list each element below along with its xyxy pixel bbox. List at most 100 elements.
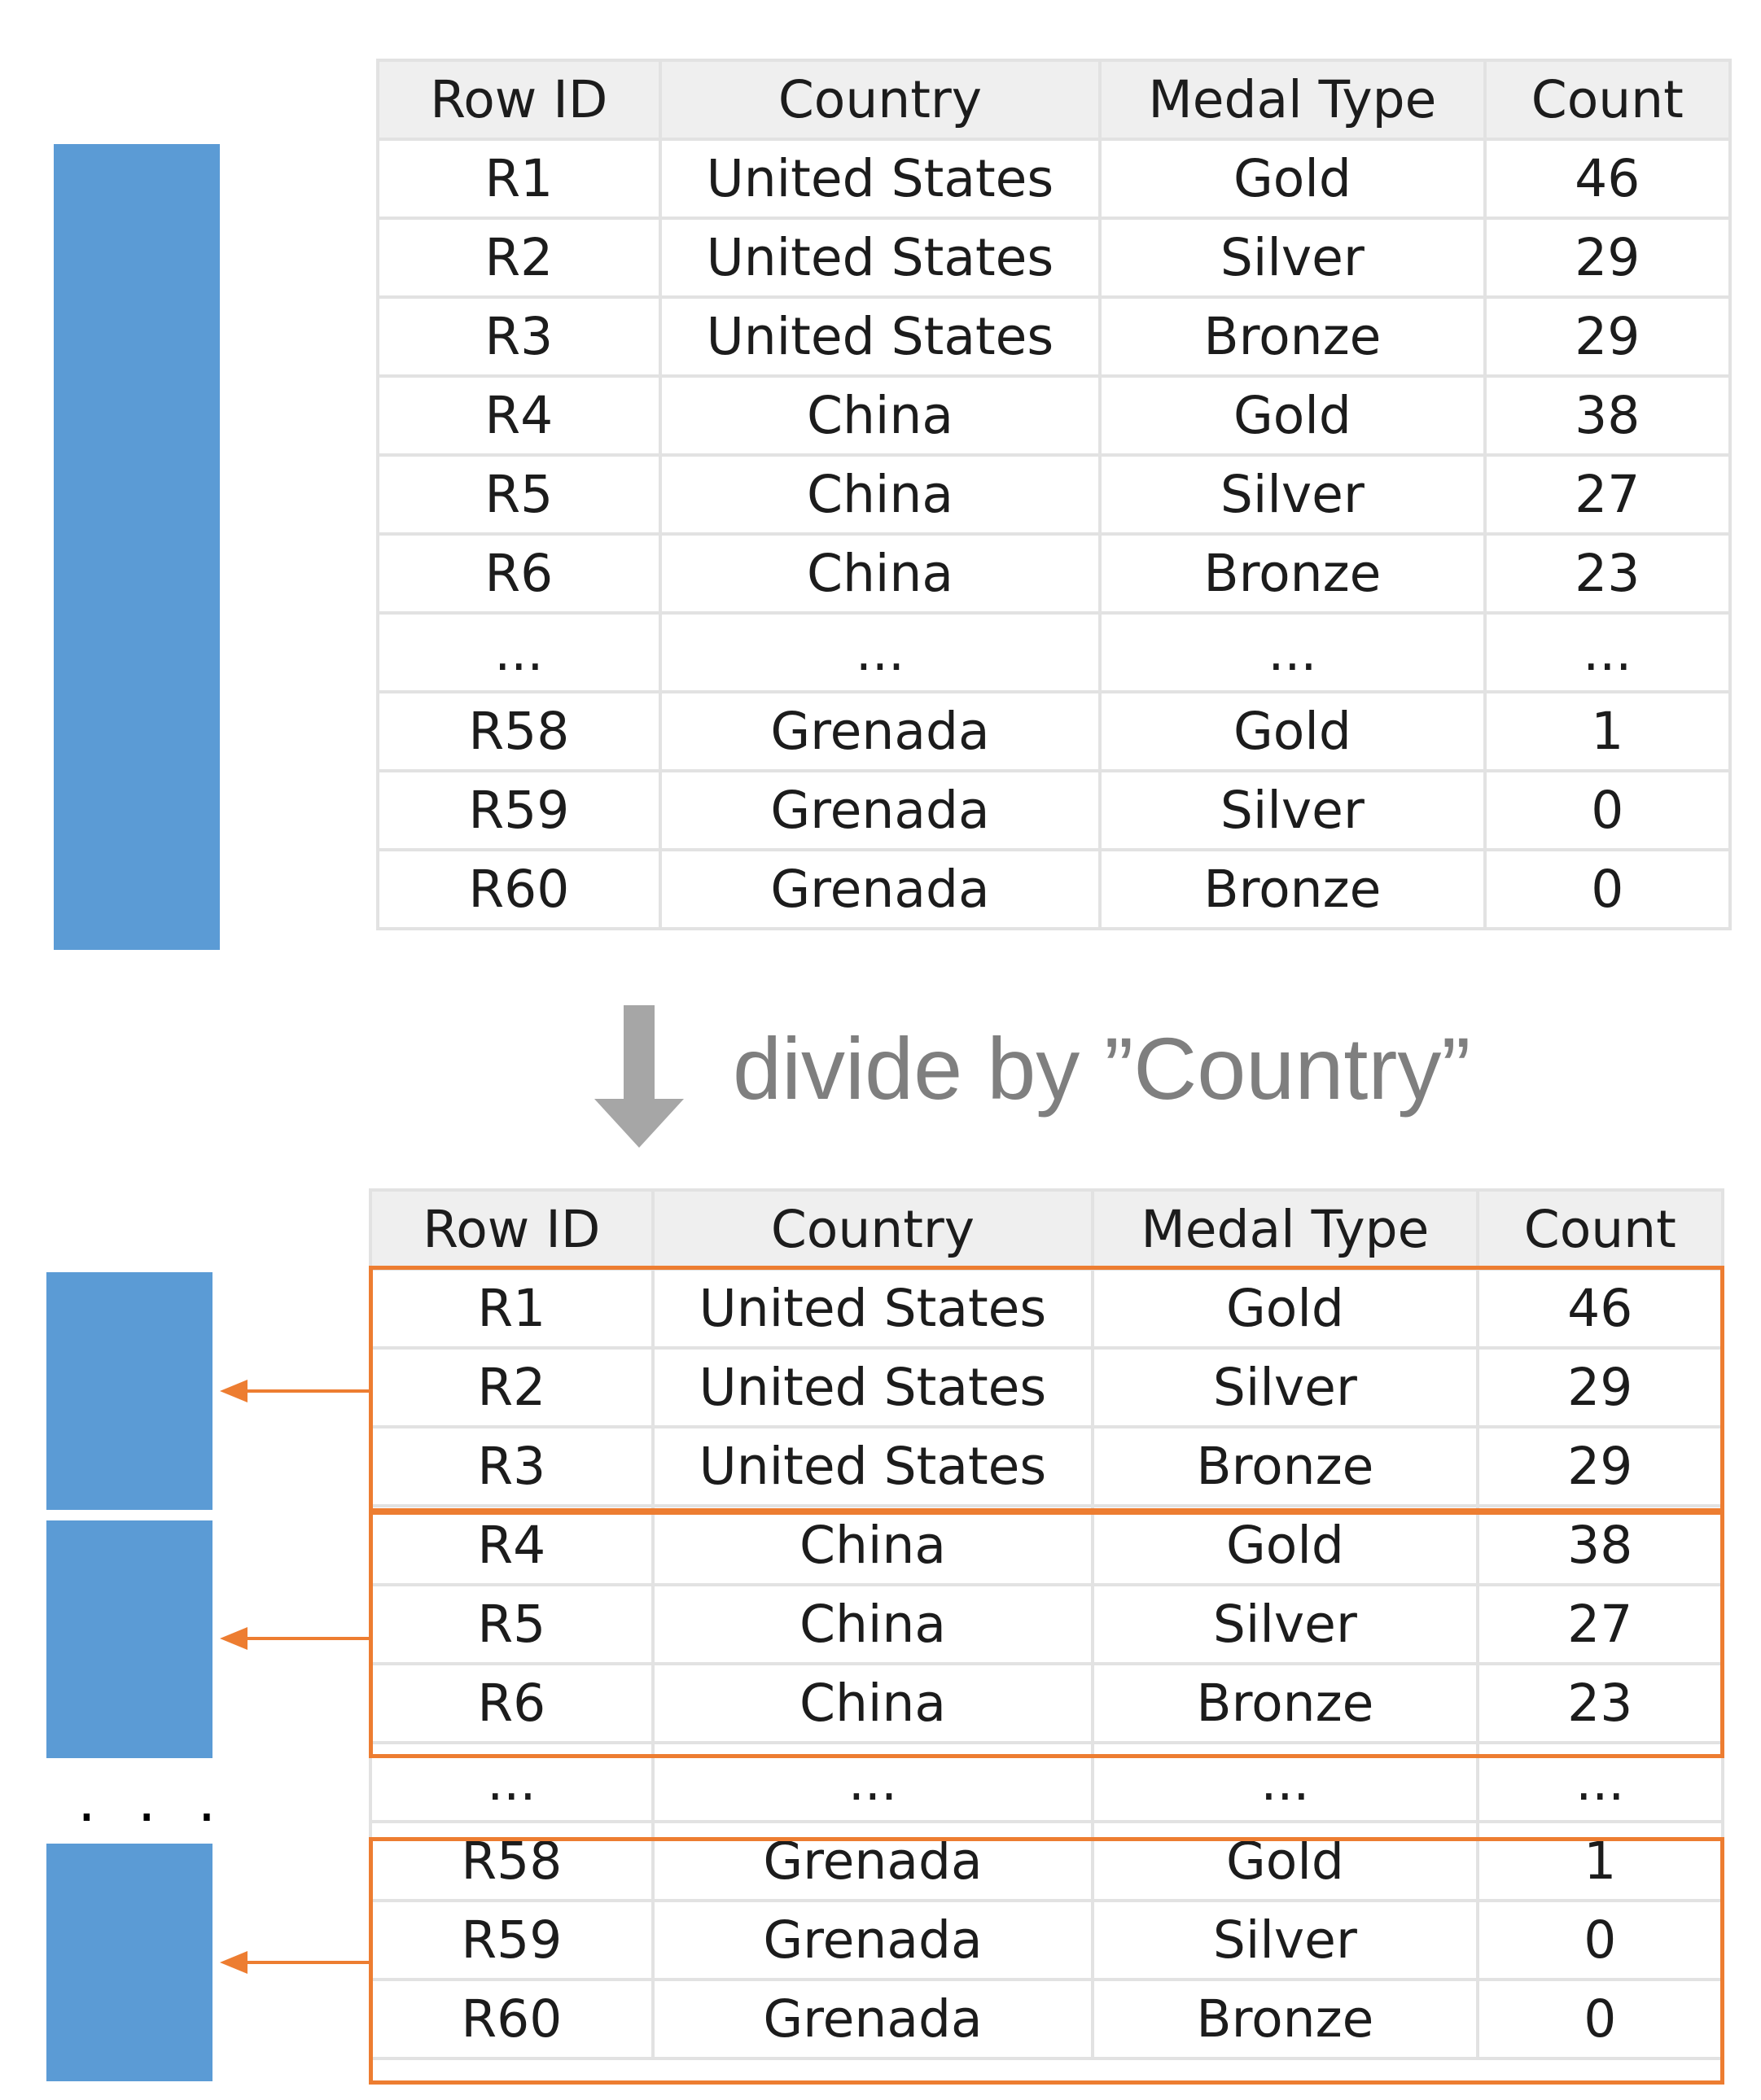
header-country: Country (651, 1188, 1095, 1271)
cell-country: Grenada (658, 769, 1102, 851)
cell-row-id: R58 (376, 690, 662, 772)
cell-country: Grenada (658, 690, 1102, 772)
cell-row-id: R3 (376, 295, 662, 378)
source-table: Row ID Country Medal Type Count R1 United… (376, 59, 1733, 930)
cell-country: China (658, 374, 1102, 457)
cell-row-id: R5 (376, 453, 662, 536)
cell-count: ... (1483, 611, 1733, 693)
cell-country: China (651, 1504, 1095, 1586)
table-row: R1 United States Gold 46 (369, 1267, 1725, 1350)
cell-country: Grenada (651, 1899, 1095, 1981)
cell-medal-type: Bronze (1098, 848, 1487, 930)
cell-row-id: ... (376, 611, 662, 693)
cell-row-id: R4 (369, 1504, 655, 1586)
cell-medal-type: Gold (1098, 690, 1487, 772)
table-row: R3 United States Bronze 29 (376, 295, 1733, 378)
cell-row-id: R4 (376, 374, 662, 457)
cell-medal-type: Gold (1091, 1504, 1479, 1586)
table-row: R58 Grenada Gold 1 (376, 690, 1733, 772)
cell-count: 23 (1475, 1662, 1725, 1744)
cell-row-id: R2 (369, 1346, 655, 1428)
cell-medal-type: Silver (1091, 1899, 1479, 1981)
cell-medal-type: Bronze (1091, 1662, 1479, 1744)
table-row: R58 Grenada Gold 1 (369, 1820, 1725, 1902)
table-row: R4 China Gold 38 (369, 1504, 1725, 1586)
header-count: Count (1483, 59, 1733, 141)
partition-ellipsis: . . . (77, 1766, 228, 1835)
cell-count: 46 (1475, 1267, 1725, 1350)
table-row: R2 United States Silver 29 (376, 217, 1733, 299)
cell-count: 0 (1483, 769, 1733, 851)
cell-country: Grenada (658, 848, 1102, 930)
cell-country: China (651, 1583, 1095, 1665)
cell-row-id: R59 (369, 1899, 655, 1981)
cell-count: 29 (1483, 295, 1733, 378)
cell-country: United States (651, 1267, 1095, 1350)
partition-block-united-states (46, 1272, 212, 1510)
cell-medal-type: ... (1098, 611, 1487, 693)
table-row-ellipsis: ............ (369, 1741, 1725, 1823)
cell-row-id: ... (369, 1741, 655, 1823)
cell-count: 1 (1483, 690, 1733, 772)
table-row: R6 China Bronze 23 (369, 1662, 1725, 1744)
cell-count: 27 (1483, 453, 1733, 536)
table-row-ellipsis: ............ (376, 611, 1733, 693)
cell-count: 0 (1475, 1978, 1725, 2060)
cell-count: 46 (1483, 138, 1733, 220)
cell-country: China (651, 1662, 1095, 1744)
header-count: Count (1475, 1188, 1725, 1271)
cell-country: United States (658, 295, 1102, 378)
cell-country: ... (651, 1741, 1095, 1823)
cell-country: United States (658, 138, 1102, 220)
cell-count: 23 (1483, 532, 1733, 615)
table-header-row: Row ID Country Medal Type Count (376, 59, 1733, 141)
full-partition-block (54, 144, 220, 950)
header-medal-type: Medal Type (1091, 1188, 1479, 1271)
partition-block-grenada (46, 1844, 212, 2081)
table-row: R5 China Silver 27 (369, 1583, 1725, 1665)
partition-block-china (46, 1520, 212, 1758)
cell-count: 27 (1475, 1583, 1725, 1665)
table-row: R59 Grenada Silver 0 (376, 769, 1733, 851)
cell-medal-type: Bronze (1091, 1978, 1479, 2060)
cell-country: United States (658, 217, 1102, 299)
table-row: R2 United States Silver 29 (369, 1346, 1725, 1428)
cell-country: China (658, 532, 1102, 615)
cell-count: 29 (1483, 217, 1733, 299)
cell-medal-type: Silver (1098, 453, 1487, 536)
cell-count: 29 (1475, 1425, 1725, 1507)
cell-row-id: R1 (369, 1267, 655, 1350)
cell-medal-type: Silver (1098, 769, 1487, 851)
table-row: R59 Grenada Silver 0 (369, 1899, 1725, 1981)
cell-count: 38 (1483, 374, 1733, 457)
cell-row-id: R60 (369, 1978, 655, 2060)
divide-caption: divide by ”Country” (733, 1019, 1471, 1118)
cell-medal-type: Gold (1098, 374, 1487, 457)
cell-medal-type: Gold (1098, 138, 1487, 220)
cell-country: Grenada (651, 1978, 1095, 2060)
header-country: Country (658, 59, 1102, 141)
cell-row-id: R5 (369, 1583, 655, 1665)
group-arrow-icon (220, 1951, 370, 1974)
table-row: R3 United States Bronze 29 (369, 1425, 1725, 1507)
partitioned-table: Row ID Country Medal Type Count R1 United… (369, 1188, 1725, 2060)
cell-country: ... (658, 611, 1102, 693)
cell-country: United States (651, 1346, 1095, 1428)
cell-count: 29 (1475, 1346, 1725, 1428)
cell-count: 1 (1475, 1820, 1725, 1902)
cell-medal-type: Gold (1091, 1820, 1479, 1902)
cell-row-id: R3 (369, 1425, 655, 1507)
cell-row-id: R1 (376, 138, 662, 220)
cell-medal-type: ... (1091, 1741, 1479, 1823)
cell-medal-type: Bronze (1098, 532, 1487, 615)
header-medal-type: Medal Type (1098, 59, 1487, 141)
table-row: R60 Grenada Bronze 0 (376, 848, 1733, 930)
cell-medal-type: Silver (1091, 1346, 1479, 1428)
cell-row-id: R6 (376, 532, 662, 615)
table-header-row: Row ID Country Medal Type Count (369, 1188, 1725, 1271)
cell-count: 0 (1475, 1899, 1725, 1981)
cell-country: United States (651, 1425, 1095, 1507)
table-row: R60 Grenada Bronze 0 (369, 1978, 1725, 2060)
table-row: R6 China Bronze 23 (376, 532, 1733, 615)
header-row-id: Row ID (376, 59, 662, 141)
